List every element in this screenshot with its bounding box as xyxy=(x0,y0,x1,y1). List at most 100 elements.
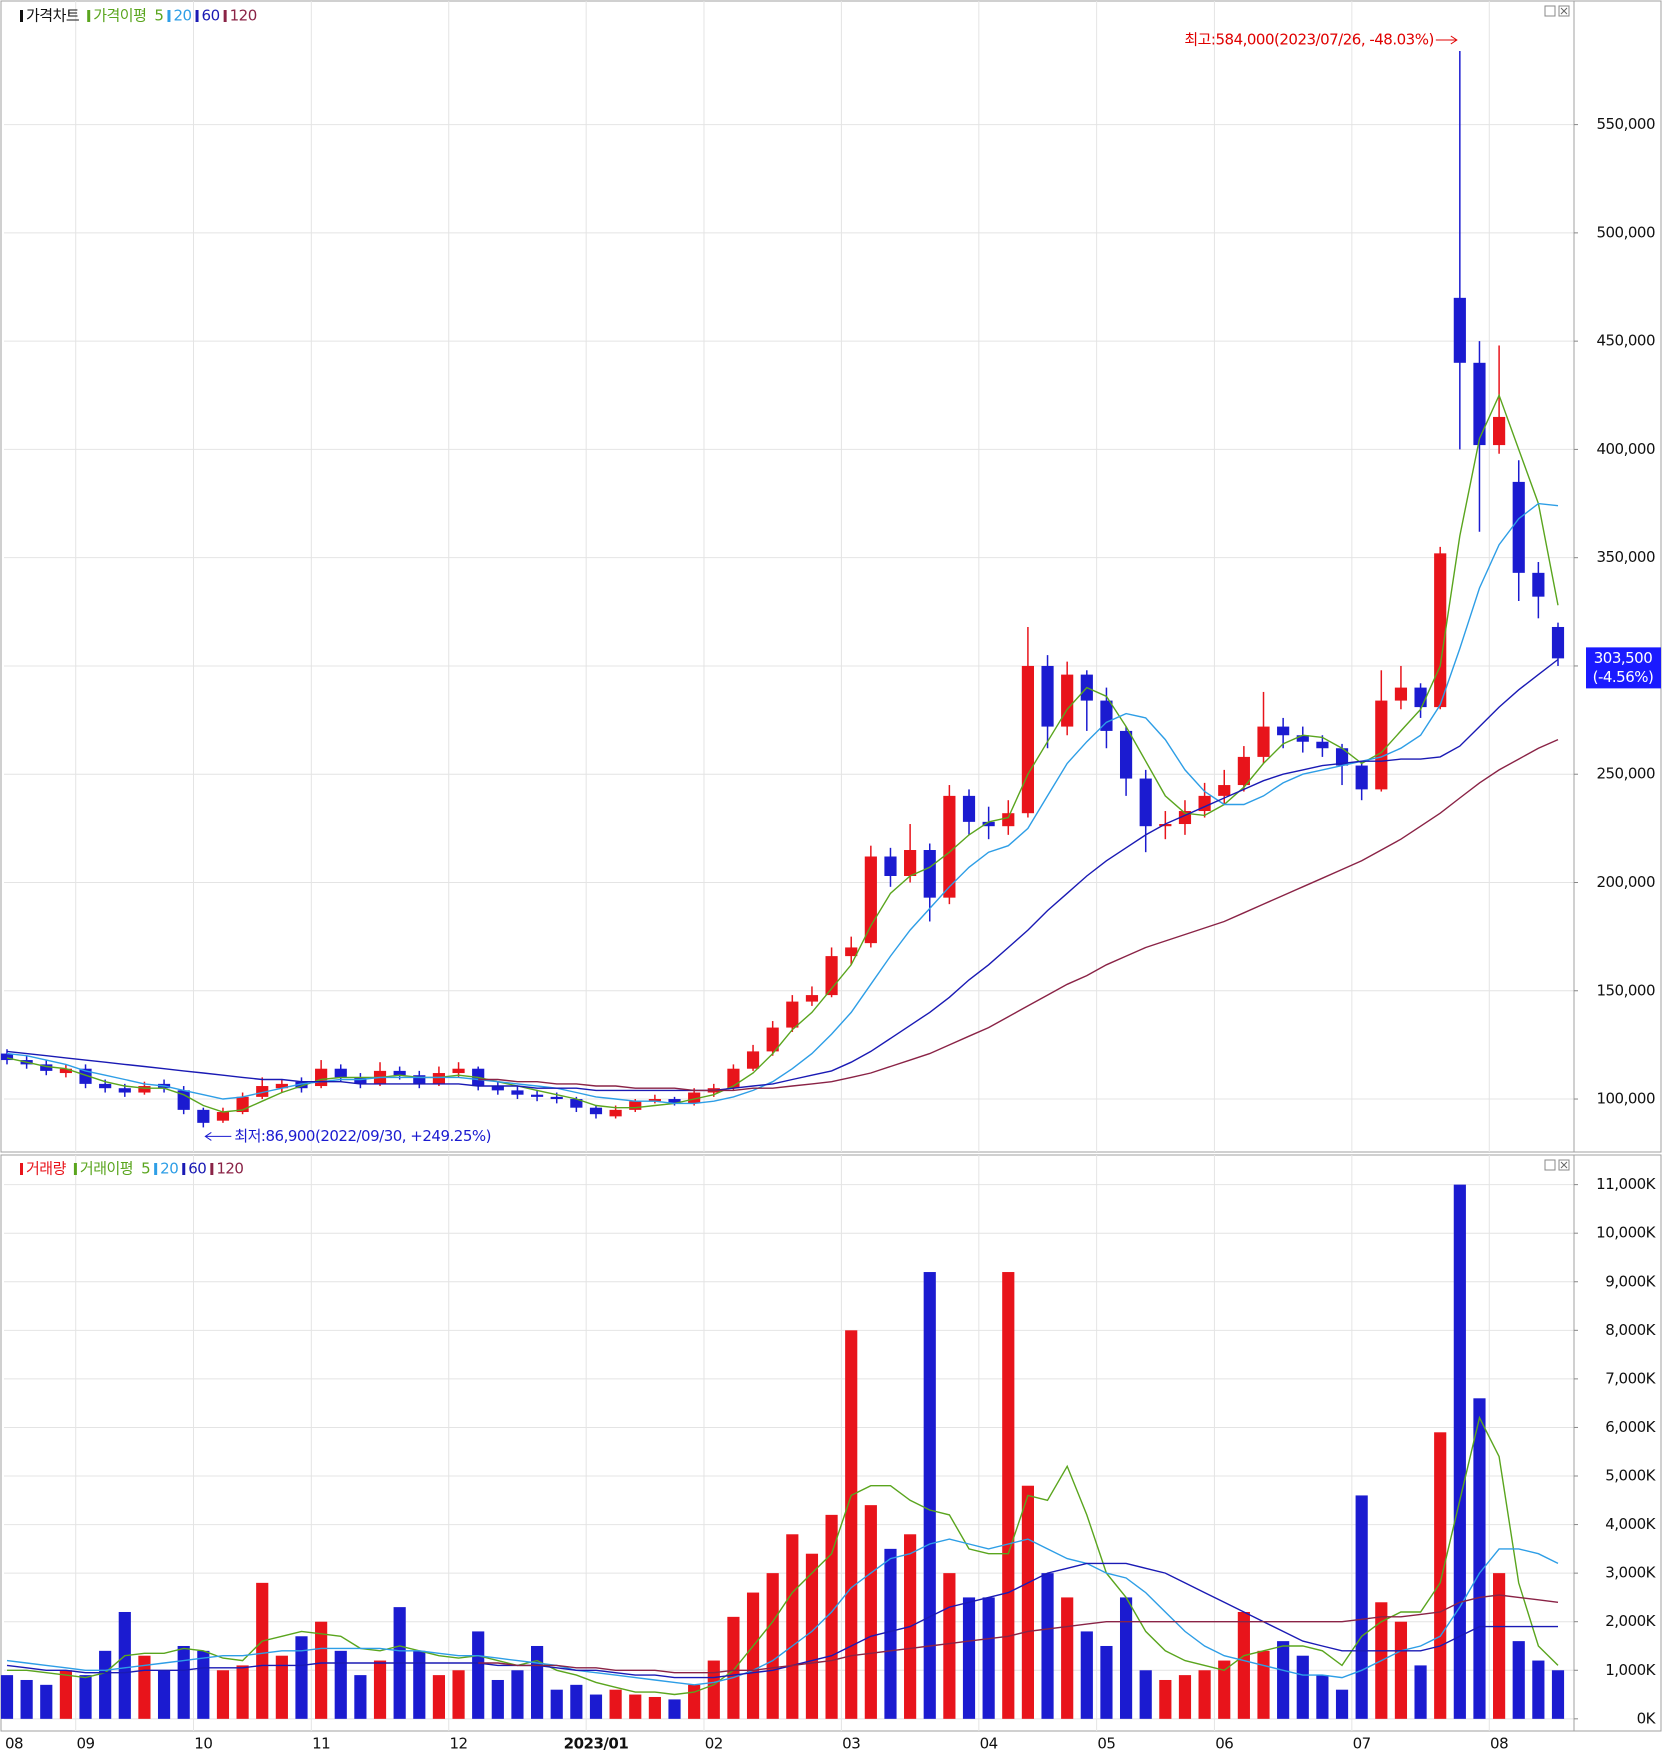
legend-label: 5 xyxy=(141,1160,150,1178)
candle-body xyxy=(1355,765,1368,790)
volume-bar xyxy=(472,1631,485,1719)
volume-bar xyxy=(589,1694,603,1719)
volume-bar xyxy=(707,1660,720,1719)
candle-body xyxy=(511,1090,524,1095)
volume-bar xyxy=(59,1670,72,1719)
candle-body xyxy=(295,1081,308,1089)
candle-body xyxy=(943,795,956,898)
volume-bar xyxy=(805,1553,819,1719)
candle-body xyxy=(864,856,877,944)
candle-body xyxy=(766,1027,779,1052)
volume-bar xyxy=(1218,1660,1231,1719)
candle-body xyxy=(1434,553,1447,708)
volume-bar xyxy=(570,1684,583,1719)
x-tick-label: 11 xyxy=(312,1735,330,1753)
legend-marker xyxy=(73,1163,77,1175)
maximize-button[interactable] xyxy=(1544,1159,1556,1171)
x-tick-label: 02 xyxy=(705,1735,723,1753)
candle-body xyxy=(550,1096,563,1100)
candle-body xyxy=(904,850,917,876)
low-annotation: 최저:86,900(2022/09/30, +249.25%) xyxy=(234,1127,491,1145)
candle-body xyxy=(118,1088,131,1093)
volume-bar xyxy=(373,1660,387,1719)
candle-body xyxy=(1512,481,1525,573)
volume-bar xyxy=(845,1330,858,1719)
volume-bar xyxy=(40,1684,53,1719)
candle-body xyxy=(1277,726,1290,736)
y-tick-label: 8,000K xyxy=(1605,1321,1656,1339)
volume-bar xyxy=(923,1272,936,1719)
moving-average-line xyxy=(6,658,1559,1092)
candle-body xyxy=(393,1070,406,1076)
candle-body xyxy=(1002,813,1015,827)
legend-marker xyxy=(20,1163,23,1175)
volume-bar xyxy=(275,1655,288,1719)
candle-body xyxy=(59,1068,72,1074)
candle-body xyxy=(1493,416,1506,446)
volume-bar xyxy=(531,1645,544,1719)
candle-body xyxy=(1159,824,1172,827)
candle-body xyxy=(452,1068,465,1074)
candle-body xyxy=(1335,748,1349,766)
legend-marker xyxy=(167,10,171,22)
candle-body xyxy=(1021,665,1034,814)
volume-bar xyxy=(256,1582,269,1719)
moving-average-line xyxy=(6,502,1559,1105)
volume-bar xyxy=(197,1650,210,1719)
volume-bar xyxy=(1277,1641,1290,1719)
volume-bar xyxy=(648,1696,661,1719)
candle-body xyxy=(1532,572,1545,597)
moving-average-line xyxy=(6,1538,1559,1686)
candle-body xyxy=(923,850,936,898)
last-change-label: (-4.56%) xyxy=(1593,668,1654,686)
y-tick-label: 4,000K xyxy=(1605,1515,1656,1533)
x-tick-label: 10 xyxy=(194,1735,212,1753)
legend-marker xyxy=(210,1163,214,1175)
volume-bar xyxy=(1434,1432,1447,1719)
volume-bar xyxy=(491,1679,504,1719)
x-tick-label: 2023/01 xyxy=(564,1735,629,1753)
y-tick-label: 0K xyxy=(1637,1709,1657,1727)
candle-body xyxy=(432,1073,446,1084)
y-tick-label: 9,000K xyxy=(1605,1272,1656,1290)
maximize-button[interactable] xyxy=(1544,5,1556,17)
volume-bar xyxy=(982,1597,995,1719)
moving-average-line xyxy=(478,1594,1559,1674)
candle-body xyxy=(1198,795,1211,812)
y-tick-label: 500,000 xyxy=(1596,223,1655,241)
volume-bar xyxy=(315,1621,328,1719)
legend-label: 20 xyxy=(173,7,191,25)
close-icon xyxy=(1560,7,1568,15)
candle-body xyxy=(275,1083,288,1089)
candle-body xyxy=(177,1090,190,1110)
candle-body xyxy=(648,1099,661,1102)
legend-label: 20 xyxy=(160,1160,178,1178)
candle-body xyxy=(1237,756,1250,786)
legend-label: 거래이평 xyxy=(80,1160,133,1178)
annotation-arrow xyxy=(204,1131,232,1141)
legend-marker xyxy=(195,10,199,22)
volume-bar xyxy=(1335,1689,1349,1719)
y-tick-label: 11,000K xyxy=(1596,1175,1656,1193)
candle-body xyxy=(197,1109,210,1123)
volume-bar xyxy=(746,1592,760,1719)
mark-layer xyxy=(0,50,1565,1719)
candle-body xyxy=(138,1086,151,1093)
volume-bar xyxy=(1159,1679,1172,1719)
volume-bar xyxy=(1532,1660,1545,1719)
volume-bar xyxy=(766,1573,779,1719)
y-tick-label: 10,000K xyxy=(1596,1224,1656,1242)
legend-label: 가격차트 xyxy=(26,7,80,25)
candle-body xyxy=(256,1086,269,1097)
window-buttons[interactable] xyxy=(1544,5,1570,1171)
candle-body xyxy=(491,1086,504,1091)
volume-bar xyxy=(727,1616,740,1719)
high-annotation: 최고:584,000(2023/07/26, -48.03%) xyxy=(1184,31,1434,49)
moving-average-line xyxy=(6,1562,1558,1679)
volume-bar xyxy=(1355,1495,1368,1719)
candle-body xyxy=(805,995,819,1002)
y-tick-label: 7,000K xyxy=(1605,1369,1656,1387)
legend-label: 120 xyxy=(230,7,257,25)
candle-body xyxy=(334,1068,347,1078)
volume-bar xyxy=(962,1597,976,1719)
